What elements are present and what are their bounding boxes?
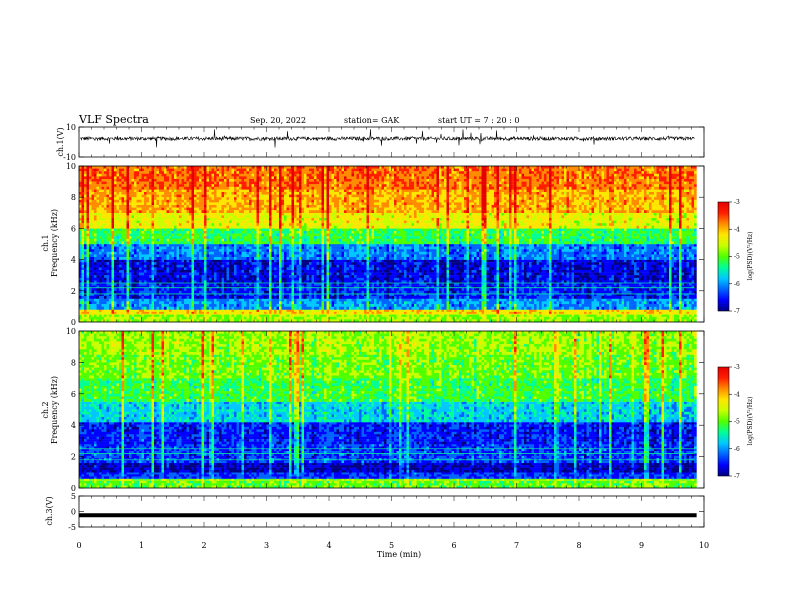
ch1-waveform-ytick-label: -10 bbox=[63, 153, 76, 162]
time-axis-tick-label: 5 bbox=[389, 541, 394, 550]
time-axis-tick-label: 9 bbox=[639, 541, 644, 550]
time-axis-tick-label: 6 bbox=[451, 541, 456, 550]
ch1-spectrogram-ytick-label: 8 bbox=[71, 193, 76, 202]
header-station: station= GAK bbox=[344, 116, 400, 125]
time-axis-tick-label: 8 bbox=[576, 541, 581, 550]
ch1-spectrogram-panel: 0 2 4 6 8 10 bbox=[66, 162, 704, 327]
figure-title: VLF Spectra bbox=[78, 113, 149, 126]
ch1-spectrogram-ytick-label: 4 bbox=[71, 256, 76, 265]
ch2-spectrogram-ytick-label: 8 bbox=[71, 358, 76, 367]
ch2-spectrogram-colorbar-tick-label: -3 bbox=[734, 364, 740, 371]
ch2-spectrogram-ytick-label: 10 bbox=[66, 327, 76, 336]
ch3-waveform-ytick-label: 5 bbox=[71, 492, 76, 501]
ch2-spectrogram-ytick-label: 6 bbox=[71, 390, 76, 399]
ch1-waveform-panel: 10 -10 bbox=[63, 123, 704, 162]
ch2-spectrogram-colorbar-tick-label: -6 bbox=[734, 446, 740, 453]
time-axis-tick-label: 3 bbox=[264, 541, 269, 550]
header-start-time: start UT = 7 : 20 : 0 bbox=[438, 116, 519, 125]
ch1-colorbar-label: log(PSD)(V²/Hz) bbox=[747, 232, 754, 281]
ch1-spectrogram-colorbar-tick-label: -7 bbox=[734, 308, 740, 315]
ch1-spectrogram-ylabel-channel: ch.1 bbox=[41, 234, 50, 251]
ch1-spectrogram-colorbar-tick-label: -3 bbox=[734, 199, 740, 206]
ch2-spectrogram-cells bbox=[79, 331, 697, 488]
time-axis-tick-label: 10 bbox=[699, 541, 709, 550]
ch2-spectrogram-colorbar-tick-label: -7 bbox=[734, 473, 740, 480]
ch1-waveform-ytick-label: 10 bbox=[66, 123, 76, 132]
ch1-spectrogram-ytick-label: 2 bbox=[71, 287, 76, 296]
ch1-spectrogram-ytick-label: 10 bbox=[66, 162, 76, 171]
ch1-waveform-ylabel: ch.1(V) bbox=[56, 127, 65, 156]
ch2-spectrogram-colorbar-tick-label: -5 bbox=[734, 419, 740, 426]
ch1-spectrogram-ytick-label: 0 bbox=[71, 318, 76, 327]
ch2-spectrogram-ytick-label: 2 bbox=[71, 453, 76, 462]
ch2-colorbar-label: log(PSD)(V²/Hz) bbox=[747, 397, 754, 446]
ch2-spectrogram-colorbar-tick-label: -4 bbox=[734, 391, 740, 398]
ch1-spectrogram-ylabel-frequency: Frequency (kHz) bbox=[50, 209, 59, 277]
ch3-waveform-panel: 5 0 -5 bbox=[68, 492, 704, 532]
ch1-spectrogram-cells bbox=[79, 166, 697, 322]
header-date: Sep. 20, 2022 bbox=[250, 116, 306, 125]
time-axis-label: Time (min) bbox=[377, 550, 421, 559]
ch3-waveform-ytick-label: 0 bbox=[71, 508, 76, 517]
time-axis-tick-label: 1 bbox=[139, 541, 144, 550]
ch1-spectrogram-ytick-label: 6 bbox=[71, 224, 76, 233]
time-axis-tick-label: 2 bbox=[201, 541, 206, 550]
ch1-spectrogram-colorbar-tick-label: -4 bbox=[734, 226, 740, 233]
ch2-spectrogram-ytick-label: 4 bbox=[71, 421, 76, 430]
ch1-spectrogram-colorbar-tick-label: -5 bbox=[734, 254, 740, 261]
time-axis-tick-label: 7 bbox=[514, 541, 519, 550]
ch1-spectrogram-colorbar-tick-label: -6 bbox=[734, 281, 740, 288]
ch1-colorbar: -7 -6 -5 -4 -3 log(PSD)(V²/Hz) bbox=[718, 199, 754, 315]
ch2-spectrogram-ylabel-channel: ch.2 bbox=[41, 401, 50, 418]
ch3-waveform-ytick-label: -5 bbox=[68, 523, 76, 532]
ch3-waveform-ylabel: ch.3(V) bbox=[45, 496, 54, 525]
time-axis-tick-label: 4 bbox=[326, 541, 331, 550]
ch2-colorbar: -7 -6 -5 -4 -3 log(PSD)(V²/Hz) bbox=[718, 364, 754, 480]
ch2-spectrogram-ylabel-frequency: Frequency (kHz) bbox=[50, 376, 59, 444]
time-axis: 0 1 2 3 4 5 6 7 8 9 10 bbox=[76, 541, 709, 550]
time-axis-tick-label: 0 bbox=[76, 541, 81, 550]
